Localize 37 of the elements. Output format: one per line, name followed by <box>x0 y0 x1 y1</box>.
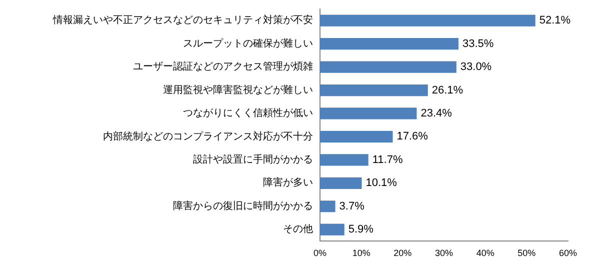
bar <box>320 108 417 120</box>
y-tick-label: ユーザー認証などのアクセス管理が煩雑 <box>133 60 313 73</box>
data-label: 23.4% <box>420 108 452 120</box>
y-tick-label: つながりにくく信頼性が低い <box>183 107 313 120</box>
x-tick-label: 10% <box>352 248 370 258</box>
data-label: 11.7% <box>372 154 403 166</box>
y-tick-label: 運用監視や障害監視などが難しい <box>163 84 313 96</box>
y-tick-label: 情報漏えいや不正アクセスなどのセキュリティ対策が不安 <box>52 14 313 26</box>
bar <box>320 84 428 96</box>
data-label: 52.1% <box>539 14 571 27</box>
x-tick-label: 50% <box>518 248 536 258</box>
x-tick-label: 0% <box>313 248 327 258</box>
y-tick-label: 設計や設置に手間がかかる <box>193 154 313 166</box>
data-label: 5.9% <box>348 224 374 236</box>
bar <box>320 224 344 236</box>
data-label: 10.1% <box>366 177 398 190</box>
data-label: 33.0% <box>460 61 492 74</box>
bar <box>320 130 393 143</box>
bar <box>320 38 458 50</box>
y-tick-label: 障害が多い <box>263 176 313 189</box>
y-tick-label: 障害からの復旧に時間がかかる <box>173 200 313 212</box>
y-tick-label: 内部統制などのコンプライアンス対応が不十分 <box>103 130 313 142</box>
y-tick-label: スループットの確保が難しい <box>183 37 313 50</box>
x-tick-label: 30% <box>434 248 454 258</box>
x-tick-label: 60% <box>558 248 578 258</box>
bar <box>320 154 368 166</box>
bar <box>320 14 536 26</box>
data-label: 3.7% <box>339 200 365 212</box>
bar <box>320 200 336 212</box>
data-label: 33.5% <box>462 38 494 50</box>
bar <box>320 61 456 73</box>
y-tick-label: その他 <box>283 223 313 236</box>
data-label: 26.1% <box>432 84 464 96</box>
x-tick-label: 40% <box>476 248 494 258</box>
data-label: 17.6% <box>396 130 428 143</box>
x-tick-label: 20% <box>394 248 412 258</box>
bar <box>320 177 362 189</box>
